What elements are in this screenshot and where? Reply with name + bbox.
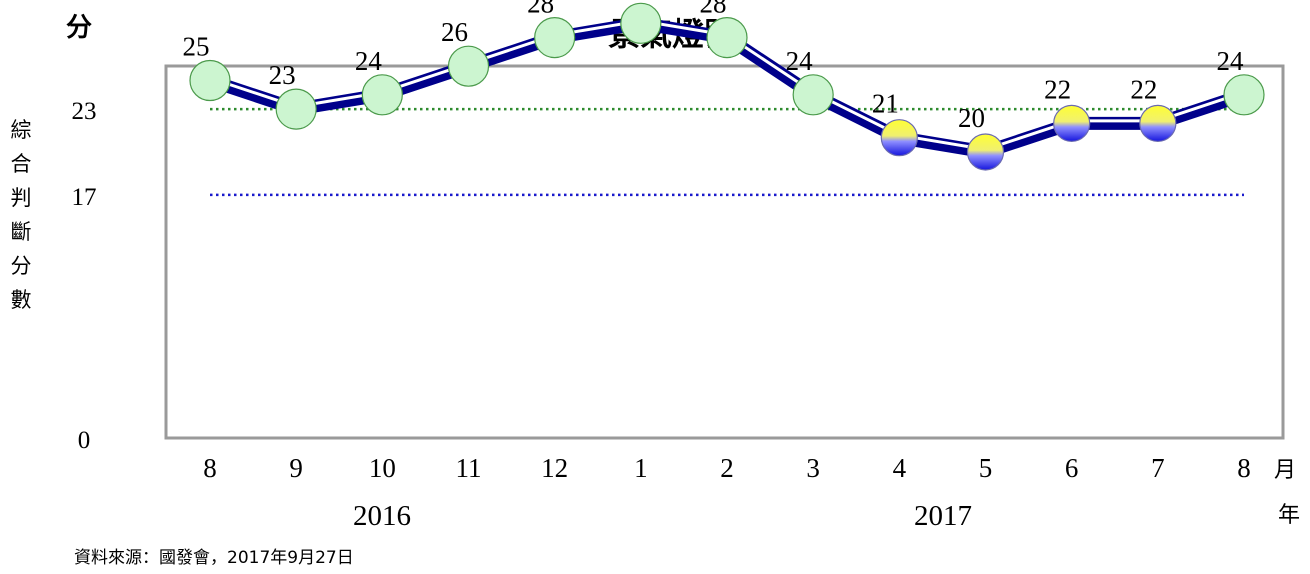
data-point	[620, 2, 662, 44]
data-point	[792, 74, 834, 116]
y-axis-label-char: 判	[11, 186, 32, 210]
x-tick-label: 2	[720, 453, 734, 483]
data-label: 23	[269, 60, 296, 90]
data-point	[447, 45, 490, 87]
data-point	[706, 16, 748, 59]
y-tick-label: 23	[72, 98, 97, 125]
data-point	[966, 133, 1005, 171]
data-label: 26	[441, 17, 468, 47]
data-label: 28	[527, 0, 554, 19]
y-tick-label: 17	[72, 184, 97, 211]
data-point	[1223, 74, 1265, 116]
y-axis-label-char: 合	[11, 152, 32, 176]
year-label-2017: 2017	[914, 500, 972, 532]
data-label: 24	[786, 46, 814, 76]
data-label: 24	[1217, 46, 1245, 76]
x-tick-label: 12	[541, 453, 568, 483]
year-label-2016: 2016	[353, 500, 411, 532]
data-label: 22	[1044, 74, 1071, 104]
x-tick-label: 5	[979, 453, 993, 483]
data-label: 29	[613, 0, 640, 4]
y-ticks: 0 17 23	[72, 98, 97, 454]
threshold-lines	[210, 107, 1244, 197]
data-label: 28	[700, 0, 727, 19]
x-tick-label: 6	[1065, 453, 1079, 483]
data-labels: 25 23 24 26 28 29 28 24 21 20 22 22 24	[183, 0, 1245, 133]
data-point	[361, 74, 403, 116]
markers	[189, 2, 1265, 171]
data-label: 21	[872, 89, 899, 119]
x-tick-label: 8	[203, 453, 217, 483]
y-tick-label: 0	[78, 427, 91, 454]
data-point	[1053, 104, 1091, 143]
x-ticks: 8 9 10 11 12 1 2 3 4 5 6 7 8	[203, 453, 1251, 483]
data-label: 24	[355, 46, 383, 76]
source-note: 資料來源：國發會，2017年9月27日	[74, 548, 354, 568]
data-point	[189, 59, 231, 102]
x-tick-label: 7	[1151, 453, 1165, 483]
data-label: 25	[183, 32, 210, 62]
unit-label: 分	[66, 13, 92, 43]
x-unit-label: 月	[1274, 458, 1296, 483]
y-axis-label-char: 斷	[11, 220, 32, 244]
x-tick-label: 9	[289, 453, 303, 483]
y-axis-label: 綜合判斷分數	[11, 118, 32, 312]
year-unit-label: 年	[1278, 503, 1300, 528]
y-axis-label-char: 分	[11, 254, 32, 278]
x-tick-label: 4	[893, 453, 907, 483]
data-point	[1139, 104, 1177, 143]
x-tick-label: 8	[1237, 453, 1251, 483]
data-point	[275, 88, 317, 130]
data-label: 22	[1130, 74, 1157, 104]
y-axis-label-char: 綜	[11, 118, 32, 142]
data-label: 20	[958, 103, 985, 133]
x-tick-label: 3	[806, 453, 820, 483]
data-point	[534, 16, 576, 59]
data-point	[880, 119, 918, 157]
x-tick-label: 1	[634, 453, 648, 483]
y-axis-label-char: 數	[11, 288, 32, 312]
x-tick-label: 10	[369, 453, 396, 483]
x-tick-label: 11	[456, 453, 482, 483]
